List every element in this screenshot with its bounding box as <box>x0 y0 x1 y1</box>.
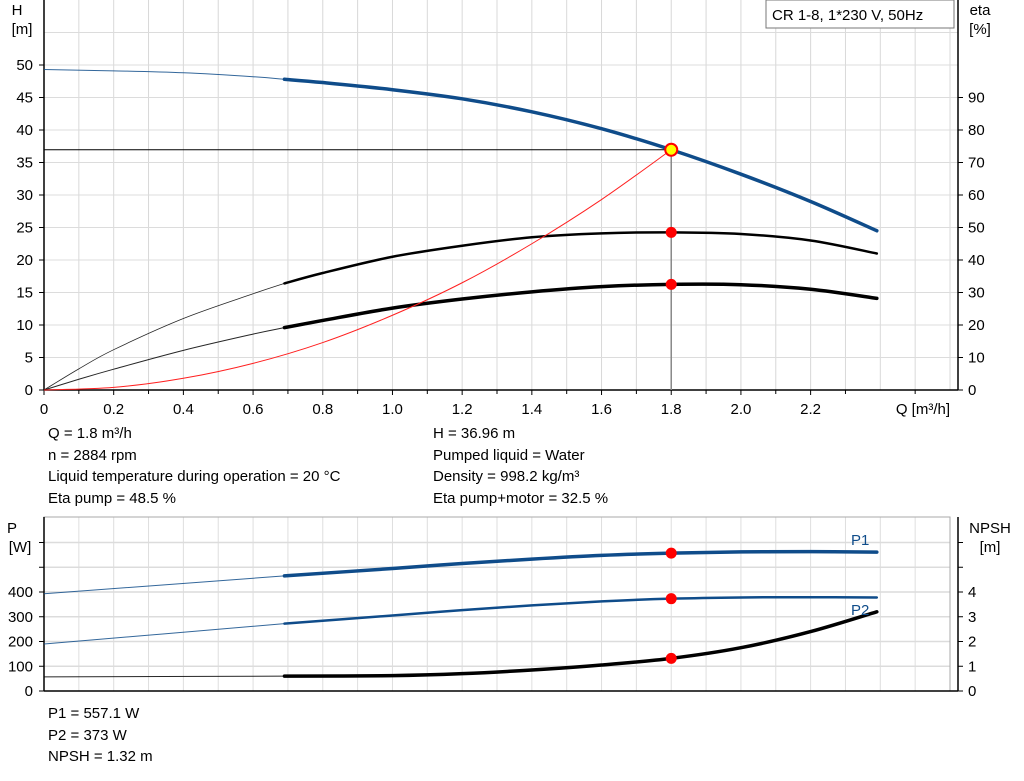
y-tick-label-right-lower: 3 <box>968 609 976 626</box>
y-axis-label-right: eta <box>970 2 992 19</box>
y-tick-label-left: 25 <box>16 220 33 237</box>
y-tick-label-right: 80 <box>968 122 985 139</box>
x-tick-label: 1.4 <box>521 401 542 418</box>
y-tick-label-left-lower: 200 <box>8 634 33 651</box>
p1-curve-extrapolated <box>43 575 285 595</box>
y-tick-label-left: 30 <box>16 187 33 204</box>
y-tick-label-left: 0 <box>25 382 33 399</box>
y-tick-label-right: 10 <box>968 350 985 367</box>
eta-pump-curve-extrapolated <box>43 283 285 391</box>
y-tick-label-right: 50 <box>968 220 985 237</box>
eta-pump-motor-curve-extrapolated <box>43 327 285 391</box>
y-tick-label-left: 10 <box>16 317 33 334</box>
y-tick-label-right-lower: 2 <box>968 634 976 651</box>
info-head: H = 36.96 m <box>433 425 516 442</box>
info-speed: n = 2884 rpm <box>48 447 137 464</box>
head-curve <box>282 77 879 233</box>
info-npsh: NPSH = 1.32 m <box>48 748 153 765</box>
x-tick-label: 0.6 <box>243 401 264 418</box>
x-tick-label: 0.4 <box>173 401 194 418</box>
y-tick-label-left: 50 <box>16 57 33 74</box>
legend-text: CR 1-8, 1*230 V, 50Hz <box>772 7 923 24</box>
y-tick-label-left-lower: 0 <box>25 683 33 700</box>
y-axis-label-left: H <box>12 2 23 19</box>
y-tick-label-left: 20 <box>16 252 33 269</box>
y-axis-label-right-lower: NPSH <box>969 520 1011 537</box>
y-tick-label-right: 30 <box>968 285 985 302</box>
y-tick-label-right-lower: 4 <box>968 584 976 601</box>
x-tick-label: 1.0 <box>382 401 403 418</box>
info-density: Density = 998.2 kg/m³ <box>433 468 580 485</box>
eta-pump-motor-curve <box>282 282 879 330</box>
info-temperature: Liquid temperature during operation = 20… <box>48 468 341 485</box>
p1-curve <box>282 549 879 578</box>
p2-label: P2 <box>851 602 869 619</box>
eta-total-point <box>665 278 677 290</box>
x-axis-label: Q [m³/h] <box>896 401 950 418</box>
y-tick-label-right: 60 <box>968 187 985 204</box>
info-eta-pump: Eta pump = 48.5 % <box>48 490 176 507</box>
y-axis-unit-left: [m] <box>12 21 33 38</box>
info-p2: P2 = 373 W <box>48 727 127 744</box>
npsh-point <box>665 652 677 664</box>
y-axis-unit-right-lower: [m] <box>980 539 1001 556</box>
eta-pump-point <box>665 226 677 238</box>
x-tick-label: 0.8 <box>312 401 333 418</box>
y-tick-label-left-lower: 300 <box>8 609 33 626</box>
x-tick-label: 2.0 <box>730 401 751 418</box>
y-tick-label-right-lower: 1 <box>968 658 976 675</box>
info-liquid: Pumped liquid = Water <box>433 447 585 464</box>
y-axis-unit-right: [%] <box>969 21 991 38</box>
y-tick-label-left: 40 <box>16 122 33 139</box>
p1-label: P1 <box>851 532 869 549</box>
y-tick-label-left: 5 <box>25 350 33 367</box>
y-tick-label-left: 45 <box>16 90 33 107</box>
y-tick-label-left-lower: 400 <box>8 584 33 601</box>
y-tick-label-left-lower: 100 <box>8 658 33 675</box>
npsh-curve <box>282 610 879 678</box>
x-tick-label: 1.6 <box>591 401 612 418</box>
y-axis-unit-left-lower: [W] <box>9 539 32 556</box>
info-p1: P1 = 557.1 W <box>48 705 140 722</box>
duty-point <box>664 142 679 157</box>
p2-curve <box>283 595 879 625</box>
p2-point <box>665 593 677 605</box>
head-curve-extrapolated <box>43 69 285 80</box>
y-tick-label-right: 40 <box>968 252 985 269</box>
y-tick-label-right: 20 <box>968 317 985 334</box>
y-tick-label-right: 90 <box>968 90 985 107</box>
legend-box <box>765 0 955 29</box>
y-tick-label-left: 35 <box>16 155 33 172</box>
x-tick-label: 0 <box>40 401 48 418</box>
y-tick-label-right-lower: 0 <box>968 683 976 700</box>
x-tick-label: 2.2 <box>800 401 821 418</box>
info-eta-total: Eta pump+motor = 32.5 % <box>433 490 609 507</box>
p2-curve-extrapolated <box>43 623 285 645</box>
y-tick-label-right: 0 <box>968 382 976 399</box>
system-curve <box>43 149 672 391</box>
info-q: Q = 1.8 m³/h <box>48 425 132 442</box>
eta-pump-curve <box>283 231 879 285</box>
x-tick-label: 1.8 <box>661 401 682 418</box>
p1-point <box>665 547 677 559</box>
x-tick-label: 1.2 <box>452 401 473 418</box>
y-tick-label-right: 70 <box>968 155 985 172</box>
npsh-curve-extrapolated <box>43 675 285 678</box>
y-axis-label-left-lower: P <box>7 520 17 537</box>
y-tick-label-left: 15 <box>16 285 33 302</box>
x-tick-label: 0.2 <box>103 401 124 418</box>
